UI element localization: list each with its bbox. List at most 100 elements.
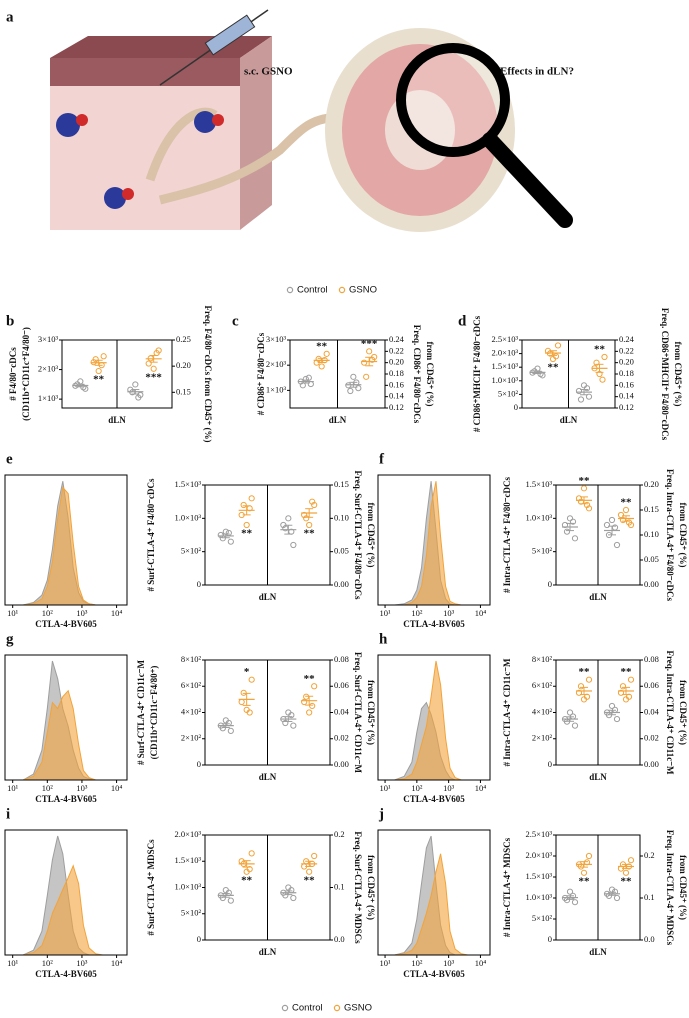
legend-label: GSNO <box>344 1003 372 1014</box>
data-point <box>571 899 579 906</box>
y-tick-label: 2×10³ <box>266 359 287 369</box>
data-point <box>95 367 102 375</box>
panel-a-diagram <box>50 9 573 232</box>
data-point <box>227 538 234 545</box>
data-point <box>150 365 157 372</box>
y2-tick-label: 0.05 <box>644 554 659 564</box>
x-axis-label: dLN <box>589 772 607 782</box>
data-point <box>608 516 616 524</box>
data-point <box>566 888 574 895</box>
x-tick-label: 10³ <box>76 608 88 618</box>
x-tick-label: 10¹ <box>380 608 392 618</box>
y2-axis-label: from CD45⁺ (%) <box>678 855 688 920</box>
histogram-area <box>394 660 468 781</box>
x-axis-label: CTLA-4-BV605 <box>403 794 465 804</box>
data-point <box>355 385 362 392</box>
data-point <box>361 359 368 366</box>
y-tick-label: 0 <box>548 934 552 944</box>
data-point <box>583 501 591 509</box>
x-axis-label: CTLA-4-BV605 <box>35 969 97 979</box>
y-axis-label: # Intra-CTLA-4⁺ MDSCs <box>502 837 512 937</box>
data-point <box>619 683 627 690</box>
y-tick-label: 2.5×10³ <box>492 334 519 344</box>
significance: ** <box>579 875 591 887</box>
cell <box>104 187 126 209</box>
data-point <box>580 869 588 876</box>
data-point <box>577 683 585 690</box>
x-axis-label: dLN <box>259 772 277 782</box>
data-point <box>575 387 583 395</box>
y2-axis-label: Freq. Surf-CTLA-4⁺ CD11c⁻M <box>353 652 363 774</box>
x-tick-label: 10² <box>42 958 54 968</box>
y2-tick-label: 0.10 <box>334 512 349 522</box>
y2-tick-label: 0.22 <box>389 345 404 355</box>
plot-frame <box>377 829 491 956</box>
data-point <box>288 712 295 719</box>
data-point <box>563 528 571 535</box>
y-tick-label: 1.0×10³ <box>175 881 202 891</box>
x-tick-label: 10³ <box>76 958 88 968</box>
y-tick-label: 5×10² <box>181 546 202 556</box>
data-point <box>613 894 621 902</box>
magnifier <box>396 43 510 157</box>
data-point <box>585 505 593 512</box>
data-point <box>575 689 583 696</box>
data-point <box>306 868 313 875</box>
y2-tick-label: 0.12 <box>389 402 404 412</box>
cell <box>122 188 134 200</box>
data-point <box>350 373 357 380</box>
question-label: Effects in dLN? <box>500 66 574 78</box>
data-point <box>577 396 585 403</box>
legend-label: Control <box>297 285 328 296</box>
y2-tick-label: 0.24 <box>389 334 405 344</box>
y2-tick-label: 0.06 <box>334 680 349 690</box>
data-point <box>566 515 574 522</box>
data-point <box>217 531 224 539</box>
data-point <box>145 360 152 367</box>
data-point <box>243 521 250 529</box>
data-point <box>77 378 84 385</box>
significance: ** <box>241 874 253 886</box>
y-tick-label: 3×10³ <box>38 334 59 344</box>
y-tick-label: 2×10² <box>181 733 202 743</box>
y-tick-label: 2.0×10³ <box>492 348 519 358</box>
x-tick-label: 10¹ <box>380 783 392 793</box>
data-point <box>301 698 308 706</box>
data-point <box>227 727 234 734</box>
significance: ** <box>93 374 105 386</box>
x-tick-label: 10² <box>42 783 54 793</box>
y-tick-label: 1.0×10³ <box>526 512 553 522</box>
y2-tick-label: 0.18 <box>389 368 404 378</box>
y2-axis-label: from CD45⁺ (%) <box>366 502 376 567</box>
data-point <box>363 373 370 380</box>
x-tick-label: 10³ <box>443 783 455 793</box>
x-axis-label: dLN <box>589 592 607 602</box>
x-tick-label: 10² <box>411 608 423 618</box>
legend-marker <box>286 286 294 294</box>
data-point <box>580 485 588 492</box>
y-tick-label: 2×10³ <box>38 364 59 374</box>
y2-tick-label: 0.16 <box>389 379 404 389</box>
y-tick-label: 0 <box>197 759 201 769</box>
y-tick-label: 8×10² <box>532 654 553 664</box>
x-tick-label: 10¹ <box>380 958 392 968</box>
y-tick-label: 6×10² <box>181 680 202 690</box>
y2-tick-label: 0.00 <box>644 759 659 769</box>
y2-axis-label: from CD45⁺ (%) <box>673 341 683 406</box>
x-axis-label: CTLA-4-BV605 <box>35 619 97 629</box>
y-tick-label: 1.0×10³ <box>492 375 519 385</box>
panel-letter: d <box>458 313 467 329</box>
panel-letter: j <box>378 806 384 822</box>
data-point <box>240 501 247 509</box>
legend-label: GSNO <box>349 285 377 296</box>
x-axis-label: CTLA-4-BV605 <box>35 794 97 804</box>
y2-tick-label: 0.15 <box>334 479 349 489</box>
skin-block <box>50 86 240 230</box>
y2-tick-label: 0.20 <box>176 360 191 370</box>
skin-top <box>50 36 272 58</box>
histogram-area <box>394 481 468 606</box>
y-tick-label: 8×10² <box>181 654 202 664</box>
significance: * <box>244 666 250 678</box>
x-axis-label: dLN <box>259 592 277 602</box>
y2-tick-label: 0.2 <box>334 829 345 839</box>
